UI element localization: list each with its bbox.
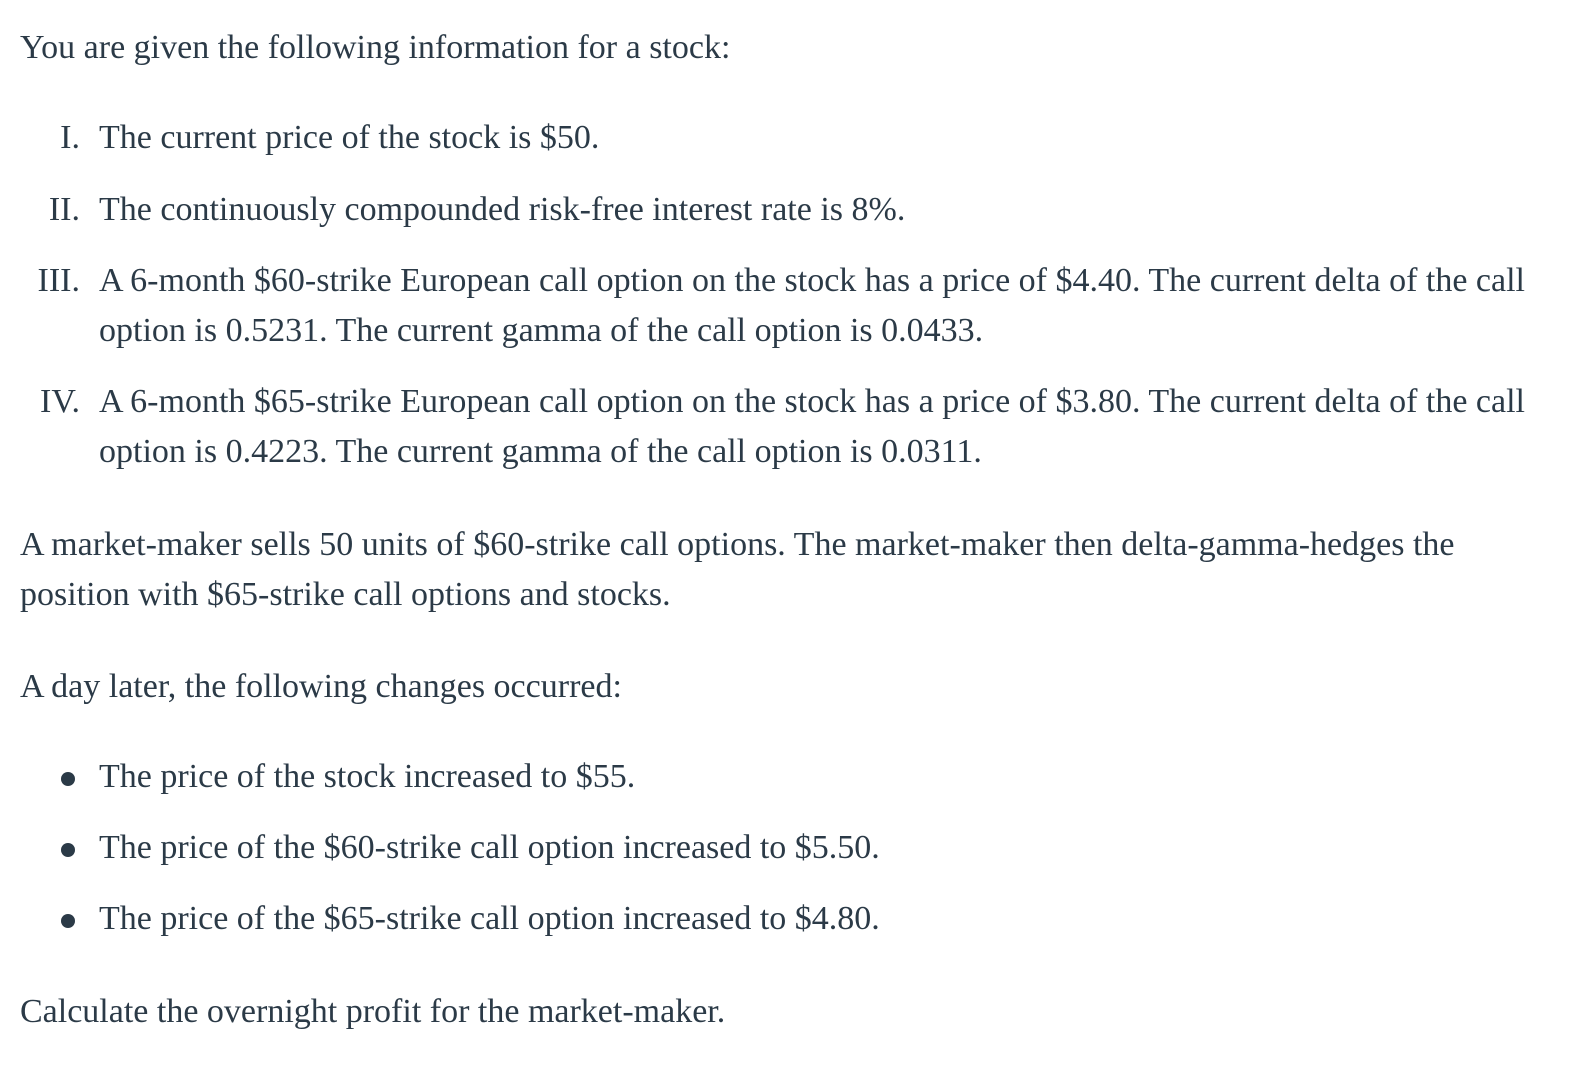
bullet-icon <box>61 843 75 857</box>
question-text: Calculate the overnight profit for the m… <box>20 993 726 1030</box>
given-item-number: II. <box>48 191 80 228</box>
given-item-number: IV. <box>40 383 80 420</box>
given-item-text: A 6-month $65-strike European call optio… <box>99 383 1526 470</box>
change-item-text: The price of the $60-strike call option … <box>99 829 880 866</box>
given-item-text: The current price of the stock is $50. <box>99 119 600 156</box>
bullet-icon <box>61 772 75 786</box>
change-item-text: The price of the $65-strike call option … <box>99 900 880 937</box>
given-item-text: A 6-month $60-strike European call optio… <box>99 262 1526 349</box>
change-item-text: The price of the stock increased to $55. <box>99 758 636 795</box>
bullet-icon <box>61 914 75 928</box>
market-maker-text: A market-maker sells 50 units of $60-str… <box>20 526 1455 613</box>
given-item-number: I. <box>60 119 80 156</box>
day-later-text: A day later, the following changes occur… <box>20 668 622 705</box>
given-item-text: The continuously compounded risk-free in… <box>99 191 906 228</box>
given-item-number: III. <box>37 262 80 299</box>
intro-text: You are given the following information … <box>20 29 731 66</box>
